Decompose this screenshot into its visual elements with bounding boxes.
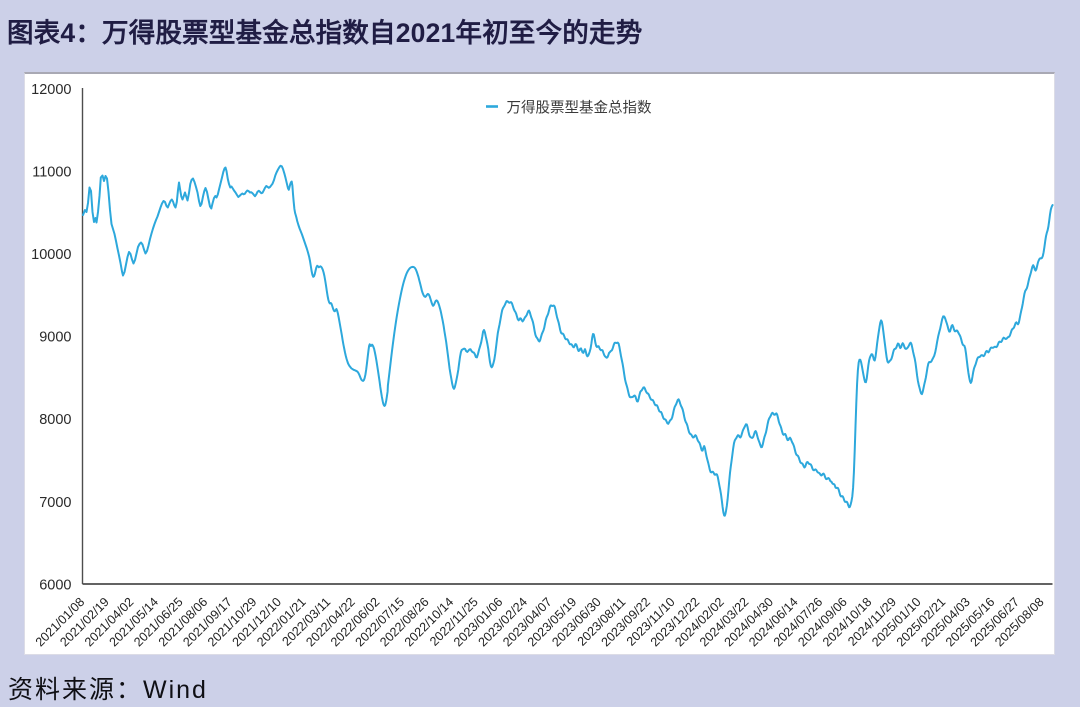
svg-text:11000: 11000 [32, 165, 71, 181]
svg-text:万得股票型基金总指数: 万得股票型基金总指数 [507, 100, 652, 117]
svg-text:9000: 9000 [39, 330, 71, 346]
svg-text:10000: 10000 [31, 247, 71, 263]
svg-text:7000: 7000 [39, 495, 71, 511]
svg-text:6000: 6000 [39, 577, 71, 593]
svg-text:12000: 12000 [31, 82, 71, 98]
svg-text:8000: 8000 [39, 412, 71, 428]
